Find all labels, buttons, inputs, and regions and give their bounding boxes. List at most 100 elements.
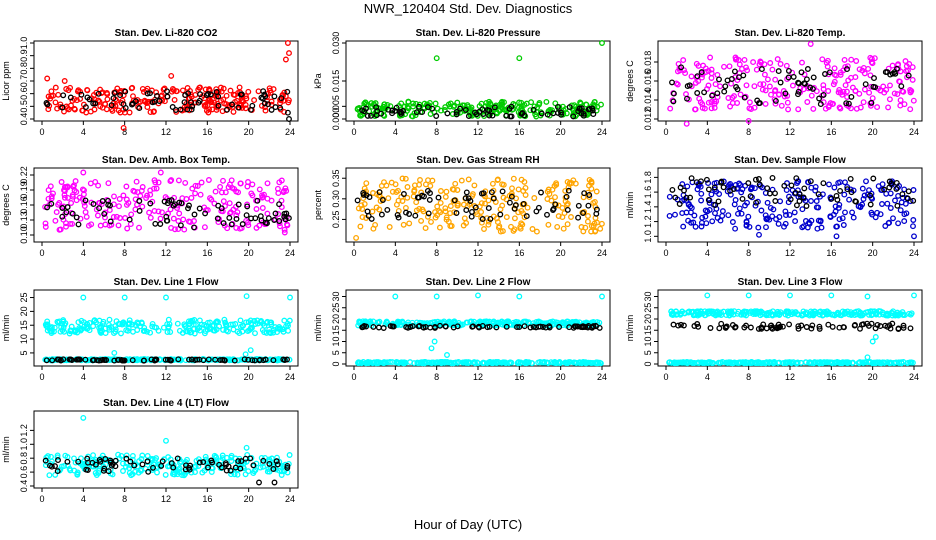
data-point bbox=[250, 462, 257, 469]
data-point bbox=[404, 107, 410, 114]
data-point bbox=[684, 95, 690, 102]
data-point bbox=[471, 182, 478, 189]
data-point bbox=[909, 64, 916, 71]
data-point bbox=[104, 96, 111, 103]
data-point bbox=[770, 206, 777, 213]
x-tick-label: 12 bbox=[785, 127, 795, 137]
data-point bbox=[422, 324, 429, 330]
data-point bbox=[900, 324, 907, 331]
data-point bbox=[585, 213, 591, 219]
data-point bbox=[788, 182, 795, 189]
data-point bbox=[364, 112, 371, 119]
panel-5: Stan. Dev. Gas Stream RH percent 0 4 8 12 16 20… bbox=[313, 155, 611, 258]
data-point bbox=[82, 356, 89, 363]
data-point bbox=[824, 57, 831, 64]
data-point bbox=[266, 468, 273, 475]
data-point bbox=[281, 213, 288, 220]
x-tick-label: 0 bbox=[351, 248, 356, 258]
data-point bbox=[750, 59, 757, 66]
data-point bbox=[139, 461, 146, 468]
data-point bbox=[64, 183, 71, 190]
x-tick-label: 16 bbox=[826, 127, 836, 137]
data-point bbox=[515, 186, 522, 193]
y-tick-label: 0.018 bbox=[643, 51, 653, 74]
data-point bbox=[136, 198, 143, 204]
data-point bbox=[83, 109, 90, 116]
data-point bbox=[769, 325, 776, 332]
y-tick-label: 0.4 bbox=[19, 480, 29, 493]
data-point bbox=[278, 95, 285, 102]
data-point bbox=[857, 203, 864, 210]
data-point bbox=[285, 327, 292, 334]
data-point bbox=[584, 218, 591, 225]
data-point bbox=[277, 325, 284, 332]
data-point bbox=[892, 70, 899, 77]
data-point bbox=[82, 209, 89, 216]
data-point bbox=[123, 183, 130, 190]
data-point bbox=[699, 214, 706, 221]
panel-title: Stan. Dev. Li-820 Temp. bbox=[735, 28, 846, 39]
y-tick-label: 0.9 bbox=[19, 49, 29, 62]
x-tick-label: 4 bbox=[81, 372, 86, 382]
data-point bbox=[219, 452, 226, 459]
data-point bbox=[516, 324, 523, 331]
data-point bbox=[164, 217, 171, 224]
data-point bbox=[829, 323, 836, 330]
data-point bbox=[201, 322, 208, 328]
data-point bbox=[497, 211, 504, 218]
data-point bbox=[122, 88, 129, 95]
data-point bbox=[118, 452, 125, 459]
data-point bbox=[219, 455, 226, 462]
x-tick-label: 20 bbox=[868, 127, 878, 137]
data-point bbox=[214, 215, 221, 222]
data-point bbox=[466, 359, 473, 366]
data-point bbox=[114, 356, 121, 363]
data-point bbox=[272, 324, 279, 331]
data-point bbox=[101, 210, 108, 217]
data-point bbox=[52, 84, 59, 91]
data-point bbox=[843, 88, 850, 95]
data-point bbox=[268, 98, 275, 105]
data-point bbox=[745, 117, 752, 124]
data-point bbox=[560, 225, 567, 232]
data-point bbox=[147, 90, 153, 97]
data-point bbox=[150, 108, 157, 115]
data-point bbox=[877, 323, 884, 330]
y-tick-label: 1.6 bbox=[643, 186, 653, 199]
data-point bbox=[861, 86, 868, 93]
data-point bbox=[877, 87, 884, 94]
data-point bbox=[545, 107, 552, 114]
data-point bbox=[139, 203, 146, 210]
data-point bbox=[716, 76, 722, 83]
data-point bbox=[261, 322, 268, 329]
y-tick-label: 0.6 bbox=[19, 466, 29, 479]
data-point bbox=[856, 90, 863, 97]
data-point bbox=[761, 61, 768, 68]
data-point bbox=[92, 100, 99, 107]
data-point bbox=[112, 457, 119, 464]
x-tick-label: 8 bbox=[434, 127, 439, 137]
data-point bbox=[753, 66, 760, 73]
data-point bbox=[705, 308, 712, 315]
data-point bbox=[570, 113, 577, 120]
data-point bbox=[404, 104, 411, 111]
data-point bbox=[126, 317, 133, 324]
data-point bbox=[678, 321, 684, 328]
data-point bbox=[357, 112, 364, 119]
x-tick-label: 0 bbox=[663, 127, 668, 137]
data-point bbox=[226, 200, 233, 207]
data-point bbox=[368, 112, 374, 119]
data-point bbox=[131, 462, 138, 469]
data-point bbox=[907, 89, 914, 96]
data-point bbox=[743, 64, 749, 71]
data-point bbox=[278, 468, 285, 475]
data-point bbox=[416, 103, 422, 110]
data-point bbox=[479, 216, 486, 222]
data-point bbox=[110, 214, 117, 220]
data-point bbox=[413, 199, 420, 206]
data-point bbox=[738, 189, 745, 196]
data-point bbox=[181, 99, 188, 106]
data-point bbox=[418, 217, 425, 224]
data-point bbox=[901, 211, 908, 218]
data-point bbox=[756, 181, 763, 188]
